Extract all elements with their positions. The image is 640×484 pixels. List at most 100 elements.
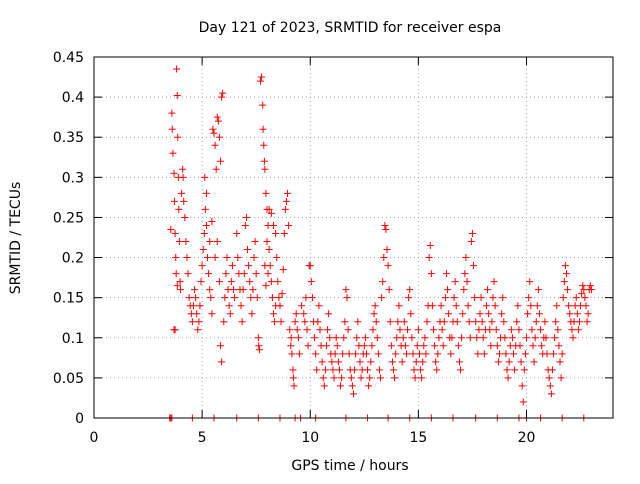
- data-point: [333, 342, 341, 350]
- data-point: [247, 294, 255, 302]
- data-point: [253, 294, 261, 302]
- data-point: [221, 294, 229, 302]
- data-point: [584, 310, 592, 318]
- data-point: [370, 310, 378, 318]
- data-point: [255, 342, 263, 350]
- data-point: [212, 165, 220, 173]
- data-point: [526, 278, 534, 286]
- data-point: [475, 326, 483, 334]
- data-point: [287, 334, 295, 342]
- data-point: [545, 374, 553, 382]
- data-point: [527, 302, 535, 310]
- data-point: [199, 246, 207, 254]
- data-point: [529, 342, 537, 350]
- data-point: [308, 294, 316, 302]
- data-point: [301, 318, 309, 326]
- data-point: [242, 213, 250, 221]
- y-tick-label: 0.2: [62, 251, 84, 267]
- data-point: [191, 286, 199, 294]
- data-point: [192, 294, 200, 302]
- data-point: [375, 366, 383, 374]
- data-point: [275, 294, 283, 302]
- data-point: [575, 318, 583, 326]
- data-point: [490, 278, 498, 286]
- data-point: [407, 310, 415, 318]
- data-point: [177, 286, 184, 294]
- data-point: [408, 334, 416, 342]
- data-point: [468, 229, 476, 237]
- data-point: [180, 197, 188, 205]
- data-point: [564, 286, 572, 294]
- data-point: [249, 286, 257, 294]
- data-point: [298, 302, 306, 310]
- data-point: [482, 302, 490, 310]
- data-point: [400, 318, 408, 326]
- data-point: [472, 318, 480, 326]
- data-point: [387, 342, 395, 350]
- data-point: [288, 350, 296, 358]
- data-point: [348, 382, 356, 390]
- data-point: [423, 318, 431, 326]
- data-point: [502, 350, 510, 358]
- data-point: [427, 270, 435, 278]
- data-point: [492, 326, 500, 334]
- x-tick-label: 10: [301, 430, 319, 446]
- data-point: [487, 342, 495, 350]
- data-point: [461, 270, 469, 278]
- data-point: [428, 302, 436, 310]
- data-point: [432, 358, 440, 366]
- data-point: [338, 374, 346, 382]
- y-tick-label: 0.15: [53, 291, 84, 307]
- data-point: [262, 189, 270, 197]
- data-point: [557, 374, 565, 382]
- data-point: [260, 141, 268, 149]
- data-point: [282, 197, 290, 205]
- data-point: [302, 294, 310, 302]
- data-point: [401, 342, 409, 350]
- data-point: [265, 205, 273, 213]
- data-point: [421, 334, 429, 342]
- data-point: [533, 302, 541, 310]
- data-point: [258, 73, 266, 81]
- data-point: [178, 189, 186, 197]
- data-point: [537, 326, 545, 334]
- data-point: [254, 334, 262, 342]
- data-point: [341, 318, 349, 326]
- data-point: [229, 286, 237, 294]
- data-point: [441, 294, 449, 302]
- chart-title: Day 121 of 2023, SRMTID for receiver esp…: [199, 20, 502, 36]
- data-point: [285, 221, 293, 229]
- data-point: [218, 358, 226, 366]
- data-point: [326, 334, 334, 342]
- data-point: [404, 326, 412, 334]
- data-point: [415, 350, 423, 358]
- y-tick-label: 0.4: [62, 90, 84, 106]
- data-point: [205, 270, 213, 278]
- data-point: [345, 350, 353, 358]
- data-point: [462, 254, 470, 262]
- data-point: [388, 358, 396, 366]
- data-point: [542, 334, 550, 342]
- data-point: [471, 294, 479, 302]
- data-point: [306, 262, 314, 270]
- data-point: [390, 366, 398, 374]
- axis-ticks: [93, 56, 613, 419]
- data-point: [294, 334, 302, 342]
- data-point: [382, 225, 390, 233]
- data-point: [206, 286, 214, 294]
- data-point: [244, 246, 252, 254]
- data-point: [228, 262, 236, 270]
- data-point: [318, 358, 326, 366]
- data-point: [238, 318, 246, 326]
- data-point: [287, 342, 295, 350]
- data-point: [379, 278, 387, 286]
- data-point: [357, 374, 365, 382]
- data-point: [558, 350, 566, 358]
- data-point: [173, 92, 181, 100]
- data-point: [273, 254, 281, 262]
- data-point: [257, 77, 265, 85]
- data-point: [237, 302, 245, 310]
- data-point: [568, 326, 576, 334]
- data-point: [556, 358, 564, 366]
- data-point: [366, 374, 374, 382]
